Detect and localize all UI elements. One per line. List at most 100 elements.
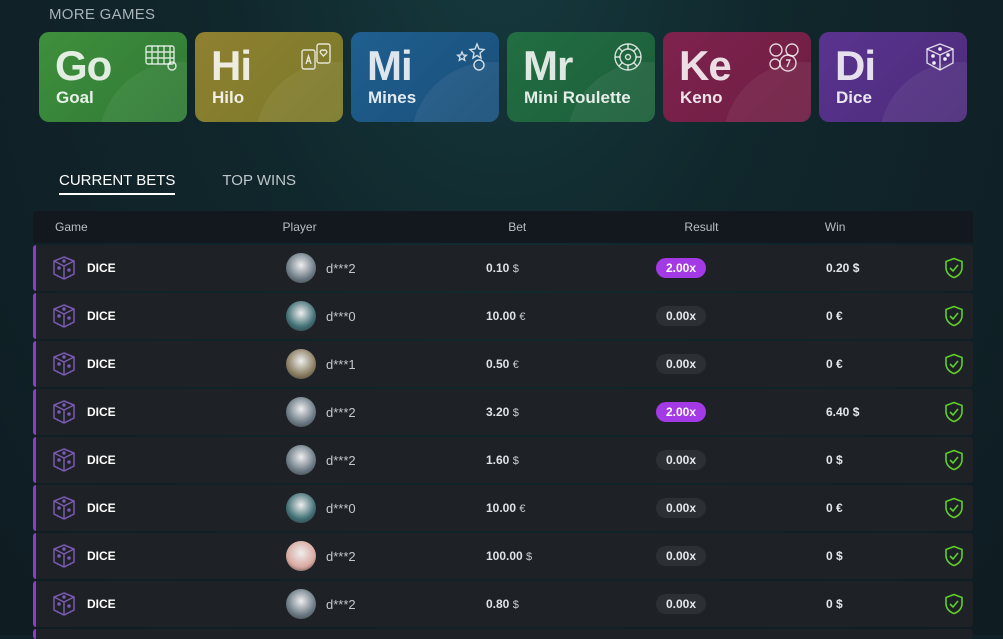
result-multiplier-badge: 0.00x <box>656 450 707 470</box>
table-row[interactable]: DICE d***2 1.60 $0.00x 0 $ <box>33 437 973 483</box>
row-player-cell: d***1 <box>266 349 481 379</box>
dice-icon <box>51 591 77 617</box>
row-game-cell: DICE <box>36 399 266 425</box>
row-win-cell: 0 € <box>826 357 956 371</box>
game-name: Mini Roulette <box>524 88 631 107</box>
column-game: Game <box>55 220 88 234</box>
row-player-name: d***1 <box>326 356 356 372</box>
game-card-keno[interactable]: Ke Keno <box>663 32 811 122</box>
table-row[interactable]: DICE d***2 0.80 $0.00x 0 $ <box>33 581 973 627</box>
row-win-cell: 0 $ <box>826 549 956 563</box>
avatar <box>286 493 316 523</box>
table-row[interactable]: DICE d***1 0.50 €0.00x 0 € <box>33 341 973 387</box>
game-abbreviation: Hi <box>211 42 252 89</box>
dice-icon <box>923 42 957 72</box>
row-win-amount: 0 <box>826 309 833 323</box>
row-game-name[interactable]: DICE <box>87 405 116 419</box>
bets-table: Game Player Bet Result Win DICE d***2 0.10… <box>33 211 973 639</box>
roulette-icon <box>611 42 645 72</box>
provably-fair-shield-icon[interactable] <box>943 353 965 375</box>
more-games-title: MORE GAMES <box>49 6 156 23</box>
avatar <box>286 445 316 475</box>
game-card-mini-roulette[interactable]: Mr Mini Roulette <box>507 32 655 122</box>
table-row[interactable]: DICE d***2 100.00 $0.00x 0 $ <box>33 533 973 579</box>
table-row[interactable]: DICE d***0 10.00 €0.00x 0 € <box>33 485 973 531</box>
table-row[interactable]: DICE d***2 0.10 $2.00x 0.20 $ <box>33 245 973 291</box>
row-win-currency: € <box>836 309 843 323</box>
row-win-cell: 0 $ <box>826 453 956 467</box>
row-game-name[interactable]: DICE <box>87 357 116 371</box>
dice-icon <box>51 495 77 521</box>
row-game-cell: DICE <box>36 543 266 569</box>
row-win-currency: $ <box>852 405 860 419</box>
provably-fair-shield-icon[interactable] <box>943 305 965 327</box>
row-result-cell: 2.00x <box>656 258 826 278</box>
goal-net-icon <box>143 42 177 72</box>
row-game-name[interactable]: DICE <box>87 597 116 611</box>
row-bet-currency: € <box>519 311 526 323</box>
row-game-name[interactable]: DICE <box>87 549 116 563</box>
row-win-amount: 6.40 <box>826 405 850 419</box>
row-player-name: d***2 <box>326 260 356 276</box>
row-bet-cell: 3.20 $ <box>481 405 656 419</box>
row-result-cell: 0.00x <box>656 546 826 566</box>
row-game-cell: DICE <box>36 303 266 329</box>
game-name: Goal <box>56 88 94 107</box>
row-game-name[interactable]: DICE <box>87 261 116 275</box>
result-multiplier-badge: 0.00x <box>656 594 707 614</box>
row-bet-currency: $ <box>526 551 533 563</box>
row-win-cell: 6.40 $ <box>826 405 956 419</box>
row-player-name: d***2 <box>326 404 356 420</box>
result-multiplier-badge: 0.00x <box>656 306 707 326</box>
tab-current-bets[interactable]: CURRENT BETS <box>59 172 176 195</box>
row-bet-amount: 0.50 <box>486 357 510 371</box>
result-multiplier-badge: 0.00x <box>656 354 707 374</box>
row-bet-currency: $ <box>512 599 519 611</box>
result-multiplier-badge: 0.00x <box>656 546 707 566</box>
row-win-cell: 0.20 $ <box>826 261 956 275</box>
row-result-cell: 0.00x <box>656 594 826 614</box>
row-bet-amount: 3.20 <box>486 405 510 419</box>
dice-icon <box>51 351 77 377</box>
row-bet-currency: $ <box>512 263 519 275</box>
game-abbreviation: Di <box>835 42 876 89</box>
provably-fair-shield-icon[interactable] <box>943 449 965 471</box>
row-game-cell: DICE <box>36 591 266 617</box>
row-player-cell: d***2 <box>266 397 481 427</box>
table-header: Game Player Bet Result Win <box>33 211 973 243</box>
column-win: Win <box>824 220 846 234</box>
row-result-cell: 0.00x <box>656 450 826 470</box>
provably-fair-shield-icon[interactable] <box>943 593 965 615</box>
provably-fair-shield-icon[interactable] <box>943 257 965 279</box>
row-win-amount: 0 <box>826 501 833 515</box>
provably-fair-shield-icon[interactable] <box>943 545 965 567</box>
row-bet-cell: 10.00 € <box>481 501 656 515</box>
bets-tabs: CURRENT BETS TOP WINS <box>59 172 296 195</box>
game-card-dice[interactable]: Di Dice <box>819 32 967 122</box>
game-card-mines[interactable]: Mi Mines <box>351 32 499 122</box>
game-name: Keno <box>680 88 723 107</box>
provably-fair-shield-icon[interactable] <box>943 401 965 423</box>
row-bet-cell: 0.10 $ <box>481 261 656 275</box>
game-card-goal[interactable]: Go Goal <box>39 32 187 122</box>
row-player-name: d***0 <box>326 308 356 324</box>
row-game-name[interactable]: DICE <box>87 501 116 515</box>
row-player-cell: d***2 <box>266 589 481 619</box>
row-game-cell: DICE <box>36 495 266 521</box>
table-row[interactable]: DICE d***0 10.00 €0.00x 0 € <box>33 293 973 339</box>
tab-top-wins[interactable]: TOP WINS <box>222 172 297 189</box>
row-win-amount: 0.20 <box>826 261 850 275</box>
table-row[interactable]: DICE d***2 3.20 $2.00x 6.40 $ <box>33 389 973 435</box>
game-card-hilo[interactable]: Hi Hilo <box>195 32 343 122</box>
row-bet-amount: 100.00 <box>486 549 523 563</box>
games-list: Go Goal Hi Hilo Mi Mines Mr Mini Roulette Ke Keno… <box>39 32 967 122</box>
avatar <box>286 589 316 619</box>
row-player-cell: d***0 <box>266 493 481 523</box>
row-game-name[interactable]: DICE <box>87 309 116 323</box>
column-player: Player <box>282 220 317 234</box>
game-abbreviation: Go <box>55 42 112 89</box>
game-name: Dice <box>836 88 872 107</box>
provably-fair-shield-icon[interactable] <box>943 497 965 519</box>
row-game-name[interactable]: DICE <box>87 453 116 467</box>
row-bet-amount: 0.10 <box>486 261 510 275</box>
